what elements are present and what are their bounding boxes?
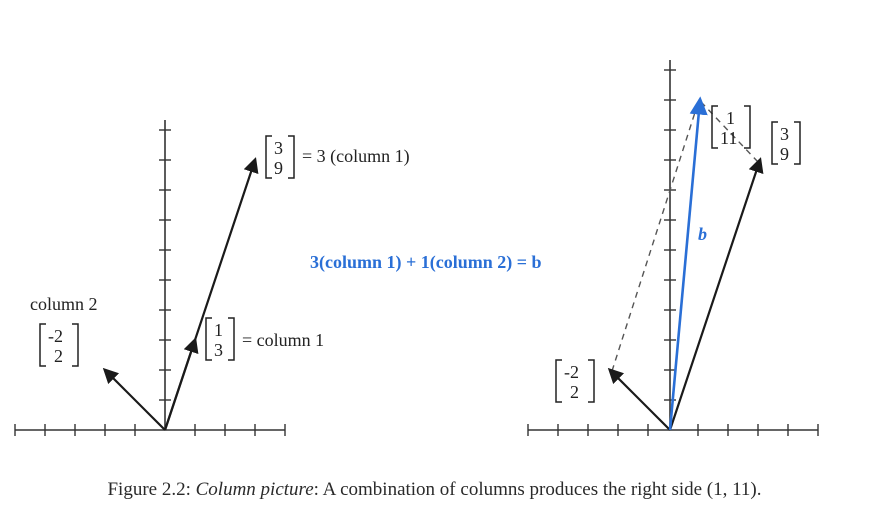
left-3col1-bracket: 3 9 xyxy=(266,136,294,178)
left-vec-3col1 xyxy=(165,160,255,430)
right-vec-b xyxy=(670,100,700,430)
right-vec-col2 xyxy=(610,370,670,430)
svg-text:3: 3 xyxy=(214,340,223,360)
svg-text:3: 3 xyxy=(780,124,789,144)
middle-equation: 3(column 1) + 1(column 2) = b xyxy=(310,252,542,273)
svg-text:1: 1 xyxy=(214,320,223,340)
svg-text:-2: -2 xyxy=(48,326,63,346)
right-dashed-1 xyxy=(612,103,698,371)
svg-text:2: 2 xyxy=(570,382,579,402)
caption-rest: : A combination of columns produces the … xyxy=(314,479,762,500)
svg-text:2: 2 xyxy=(54,346,63,366)
svg-text:9: 9 xyxy=(780,144,789,164)
figure-2-2: column 2 -2 2 1 3 = column 1 3 9 = 3 (co… xyxy=(0,0,869,507)
right-b-text: b xyxy=(698,224,707,244)
svg-text:9: 9 xyxy=(274,158,283,178)
left-panel: column 2 -2 2 1 3 = column 1 3 9 = 3 (co… xyxy=(15,120,410,436)
left-col2-bracket: -2 2 xyxy=(40,324,78,366)
vector-plot-svg: column 2 -2 2 1 3 = column 1 3 9 = 3 (co… xyxy=(0,0,869,470)
svg-text:1: 1 xyxy=(726,108,735,128)
svg-text:3: 3 xyxy=(274,138,283,158)
left-col2-text: column 2 xyxy=(30,294,98,314)
right-b-bracket: 1 11 xyxy=(712,106,750,148)
svg-text:11: 11 xyxy=(720,128,737,148)
svg-text:-2: -2 xyxy=(564,362,579,382)
caption-prefix: Figure 2.2: xyxy=(107,479,195,500)
figure-caption: Figure 2.2: Column picture: A combinatio… xyxy=(0,479,869,501)
left-col1-bracket: 1 3 xyxy=(206,318,234,360)
caption-title: Column picture xyxy=(196,479,314,500)
right-3col1-bracket: 3 9 xyxy=(772,122,800,164)
right-panel: b -2 2 1 11 3 9 xyxy=(528,60,818,436)
left-vec-col2 xyxy=(105,370,165,430)
right-col2-bracket: -2 2 xyxy=(556,360,594,402)
left-col1-text: = column 1 xyxy=(242,330,324,350)
left-3col1-text: = 3 (column 1) xyxy=(302,146,410,167)
